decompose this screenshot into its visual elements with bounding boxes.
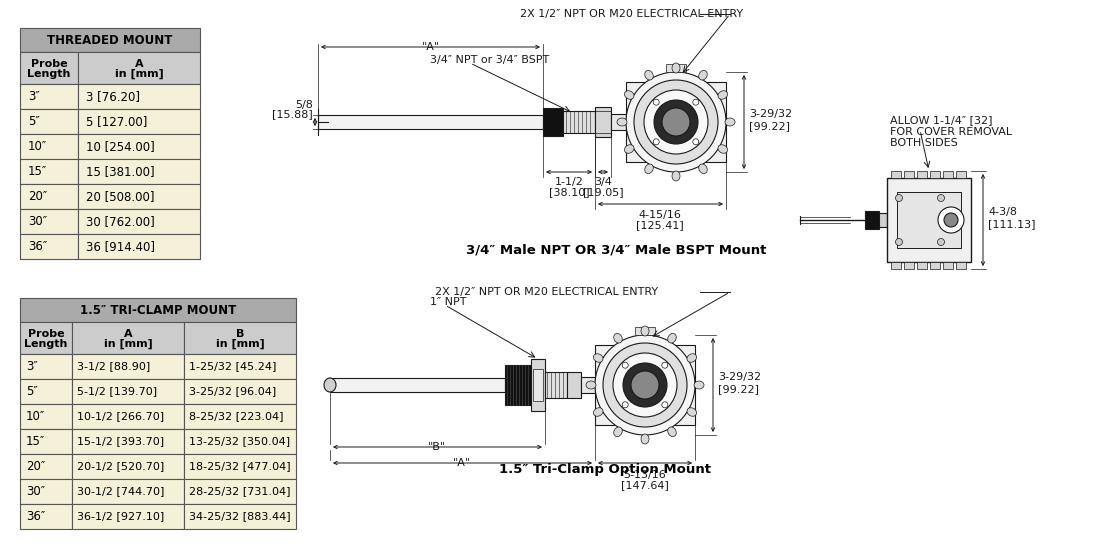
Bar <box>184 429 296 454</box>
Bar <box>543 108 563 136</box>
Ellipse shape <box>324 378 336 392</box>
Bar <box>20 379 72 404</box>
Text: 20″: 20″ <box>28 190 47 203</box>
Ellipse shape <box>594 354 603 362</box>
Text: 15″: 15″ <box>28 165 47 178</box>
Text: 10 [254.00]: 10 [254.00] <box>86 140 155 153</box>
Text: 5-13/16: 5-13/16 <box>624 470 666 480</box>
Ellipse shape <box>645 70 653 80</box>
Text: 2X 1/2″ NPT OR M20 ELECTRICAL ENTRY: 2X 1/2″ NPT OR M20 ELECTRICAL ENTRY <box>434 287 658 297</box>
Bar <box>582 377 595 393</box>
Bar <box>78 52 201 84</box>
Bar <box>20 52 78 84</box>
Text: 5″: 5″ <box>28 115 40 128</box>
Text: Probe: Probe <box>28 329 65 339</box>
Text: Length: Length <box>28 69 70 79</box>
Text: 10″: 10″ <box>26 410 46 423</box>
Bar <box>20 84 78 109</box>
Text: 3″: 3″ <box>28 90 40 103</box>
Text: 3-25/32 [96.04]: 3-25/32 [96.04] <box>189 386 276 396</box>
Bar <box>917 171 927 178</box>
Circle shape <box>693 139 698 145</box>
Text: ALLOW 1-1/4″ [32]
FOR COVER REMOVAL
BOTH SIDES: ALLOW 1-1/4″ [32] FOR COVER REMOVAL BOTH… <box>890 115 1013 148</box>
Text: 20″: 20″ <box>26 460 46 473</box>
Bar <box>184 479 296 504</box>
Text: 10″: 10″ <box>28 140 47 153</box>
Ellipse shape <box>586 381 596 389</box>
Bar <box>78 234 201 259</box>
Circle shape <box>938 194 945 201</box>
Text: 1.5″ Tri-Clamp Option Mount: 1.5″ Tri-Clamp Option Mount <box>499 463 711 477</box>
Text: 15 [381.00]: 15 [381.00] <box>86 165 155 178</box>
Text: 3/4: 3/4 <box>594 177 612 187</box>
Bar <box>72 504 184 529</box>
Circle shape <box>654 100 698 144</box>
Text: [125.41]: [125.41] <box>636 220 684 230</box>
Bar <box>563 111 595 133</box>
Text: [147.64]: [147.64] <box>622 480 668 490</box>
Text: B: B <box>236 329 244 339</box>
Bar <box>20 28 201 52</box>
Ellipse shape <box>625 145 634 153</box>
Circle shape <box>634 80 719 164</box>
Ellipse shape <box>672 171 680 181</box>
Text: 36″: 36″ <box>28 240 47 253</box>
Bar <box>72 479 184 504</box>
Ellipse shape <box>625 91 634 99</box>
Bar <box>956 262 966 269</box>
Text: [99.22]: [99.22] <box>749 121 790 131</box>
Bar <box>20 159 78 184</box>
Bar <box>897 192 961 248</box>
Ellipse shape <box>641 434 649 444</box>
Bar <box>891 171 901 178</box>
Ellipse shape <box>645 164 653 173</box>
Text: in [mm]: in [mm] <box>115 69 164 79</box>
Text: 1″ NPT: 1″ NPT <box>430 297 467 307</box>
Bar <box>956 171 966 178</box>
Text: 3-29/32: 3-29/32 <box>749 109 792 119</box>
Circle shape <box>626 72 726 172</box>
Text: 3-1/2 [88.90]: 3-1/2 [88.90] <box>77 361 150 372</box>
Bar <box>505 365 531 405</box>
Bar <box>72 454 184 479</box>
Text: 28-25/32 [731.04]: 28-25/32 [731.04] <box>189 486 291 496</box>
Bar <box>567 372 582 398</box>
Bar <box>20 322 72 354</box>
Text: 2X 1/2″ NPT OR M20 ELECTRICAL ENTRY: 2X 1/2″ NPT OR M20 ELECTRICAL ENTRY <box>520 9 743 19</box>
Circle shape <box>938 207 964 233</box>
Bar <box>72 429 184 454</box>
Bar <box>942 171 952 178</box>
Text: 36″: 36″ <box>26 510 46 523</box>
Text: 20-1/2 [520.70]: 20-1/2 [520.70] <box>77 462 164 472</box>
Bar <box>626 82 726 162</box>
Ellipse shape <box>641 326 649 336</box>
Bar <box>20 298 296 322</box>
Bar <box>317 115 543 129</box>
Bar <box>184 354 296 379</box>
Bar <box>72 404 184 429</box>
Circle shape <box>662 362 667 368</box>
Bar <box>20 404 72 429</box>
Text: Probe: Probe <box>31 59 67 69</box>
Text: 3 [76.20]: 3 [76.20] <box>86 90 140 103</box>
Bar <box>72 354 184 379</box>
Bar <box>20 429 72 454</box>
Text: "A": "A" <box>453 458 471 468</box>
Text: 36 [914.40]: 36 [914.40] <box>86 240 155 253</box>
Text: THREADED MOUNT: THREADED MOUNT <box>47 33 173 47</box>
Circle shape <box>896 194 902 201</box>
Bar <box>78 109 201 134</box>
Text: in [mm]: in [mm] <box>216 339 264 349</box>
Ellipse shape <box>667 333 676 343</box>
Text: 15″: 15″ <box>26 435 46 448</box>
Text: 36-1/2 [927.10]: 36-1/2 [927.10] <box>77 512 164 522</box>
Text: 20 [508.00]: 20 [508.00] <box>86 190 155 203</box>
Bar <box>891 262 901 269</box>
Bar <box>184 454 296 479</box>
Bar <box>635 327 655 335</box>
Text: 1.5″ TRI-CLAMP MOUNT: 1.5″ TRI-CLAMP MOUNT <box>80 304 236 317</box>
Ellipse shape <box>719 145 727 153</box>
Circle shape <box>644 90 709 154</box>
Ellipse shape <box>698 164 707 173</box>
Ellipse shape <box>614 333 623 343</box>
